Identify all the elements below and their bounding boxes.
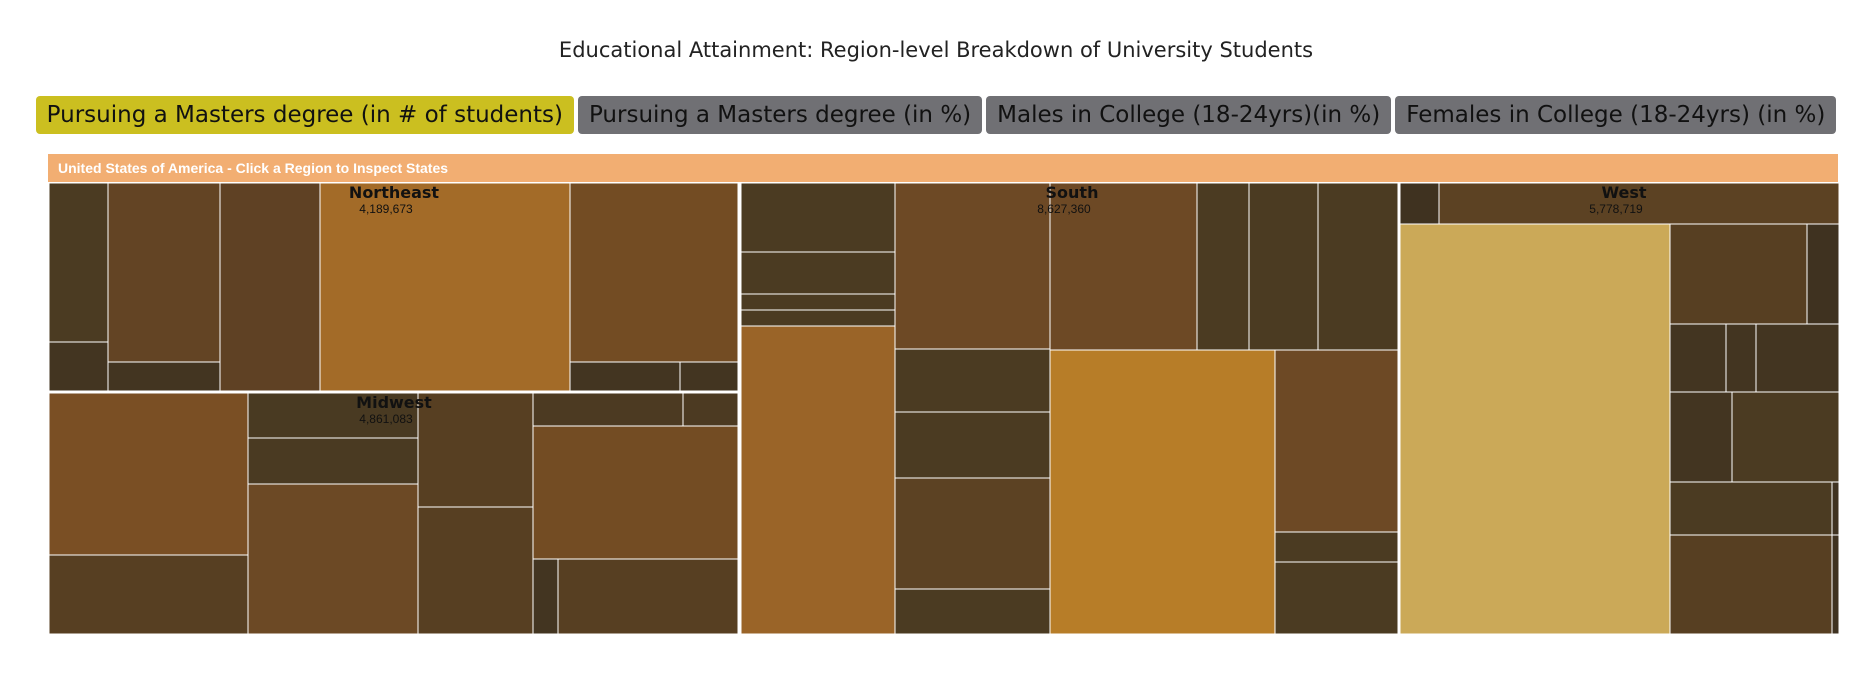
region-label: Northeast <box>349 183 439 202</box>
treemap-cell[interactable] <box>1755 323 1840 393</box>
treemap-cell[interactable] <box>1731 391 1840 483</box>
treemap-cell[interactable] <box>247 483 419 635</box>
treemap-cell[interactable] <box>1398 182 1440 225</box>
treemap-cell[interactable] <box>739 293 896 311</box>
treemap-cell[interactable] <box>319 182 571 393</box>
treemap-cell[interactable] <box>1196 182 1250 351</box>
metric-button-masters-percent[interactable]: Pursuing a Masters degree (in %) <box>577 96 983 134</box>
region-west[interactable] <box>1397 182 1840 635</box>
region-label: West <box>1601 183 1646 202</box>
treemap-cell[interactable] <box>1669 323 1727 393</box>
region-value: 4,189,673 <box>359 202 413 216</box>
treemap-cell[interactable] <box>417 391 534 508</box>
treemap-cell[interactable] <box>1438 182 1840 225</box>
treemap-cell[interactable] <box>569 182 739 363</box>
treemap-cell[interactable] <box>532 558 559 635</box>
treemap-cell[interactable] <box>1274 349 1400 533</box>
treemap-cell[interactable] <box>48 341 109 393</box>
treemap-cell[interactable] <box>1725 323 1757 393</box>
treemap-breadcrumb[interactable]: United States of America - Click a Regio… <box>48 154 1838 182</box>
treemap-cell[interactable] <box>48 182 109 343</box>
treemap-cell[interactable] <box>1806 223 1840 325</box>
treemap-cell[interactable] <box>1248 182 1319 351</box>
region-label: South <box>1046 183 1099 202</box>
treemap-cell[interactable] <box>1669 481 1833 536</box>
treemap-cell[interactable] <box>247 437 419 485</box>
treemap-cell[interactable] <box>1049 182 1198 351</box>
treemap-cell[interactable] <box>1049 349 1276 635</box>
page-title: Educational Attainment: Region-level Bre… <box>558 38 1314 62</box>
treemap-cell[interactable] <box>1831 534 1840 635</box>
treemap-cell[interactable] <box>739 309 896 327</box>
treemap-cell[interactable] <box>107 182 221 363</box>
treemap-cell[interactable] <box>48 554 249 635</box>
treemap-cell[interactable] <box>247 391 419 439</box>
metric-button-masters-count[interactable]: Pursuing a Masters degree (in # of stude… <box>35 96 574 134</box>
treemap-cell[interactable] <box>107 361 221 393</box>
treemap-cell[interactable] <box>679 361 739 393</box>
treemap-cell[interactable] <box>1669 534 1833 635</box>
treemap-cell[interactable] <box>894 411 1051 479</box>
treemap-cell[interactable] <box>739 182 896 253</box>
treemap-cell[interactable] <box>682 391 739 427</box>
treemap-cell[interactable] <box>1669 391 1733 483</box>
treemap-cell[interactable] <box>532 425 739 560</box>
treemap-cell[interactable] <box>532 391 684 427</box>
metric-button-males-college[interactable]: Males in College (18-24yrs)(in %) <box>986 96 1392 134</box>
region-value: 5,778,719 <box>1589 202 1643 216</box>
treemap-cell[interactable] <box>894 348 1051 413</box>
treemap-cell[interactable] <box>894 182 1051 350</box>
region-value: 4,861,083 <box>359 412 413 426</box>
treemap-cell[interactable] <box>557 558 739 635</box>
treemap-cell[interactable] <box>1274 561 1400 635</box>
treemap-cell[interactable] <box>894 588 1051 635</box>
treemap-cell[interactable] <box>1398 223 1671 635</box>
region-label: Midwest <box>356 393 432 412</box>
treemap-cell[interactable] <box>1669 223 1808 325</box>
treemap-cell[interactable] <box>1274 531 1400 563</box>
treemap-cell[interactable] <box>219 182 321 393</box>
treemap-cell[interactable] <box>417 506 534 635</box>
treemap-cell[interactable] <box>569 361 681 393</box>
treemap-cell[interactable] <box>739 251 896 295</box>
treemap-cell[interactable] <box>894 477 1051 590</box>
treemap-cell[interactable] <box>739 325 896 635</box>
treemap-cell[interactable] <box>48 391 249 556</box>
treemap-cell[interactable] <box>1317 182 1400 351</box>
metric-button-females-college[interactable]: Females in College (18-24yrs) (in %) <box>1395 96 1837 134</box>
metric-button-group: Pursuing a Masters degree (in # of stude… <box>0 96 1872 134</box>
region-value: 8,627,360 <box>1037 202 1091 216</box>
